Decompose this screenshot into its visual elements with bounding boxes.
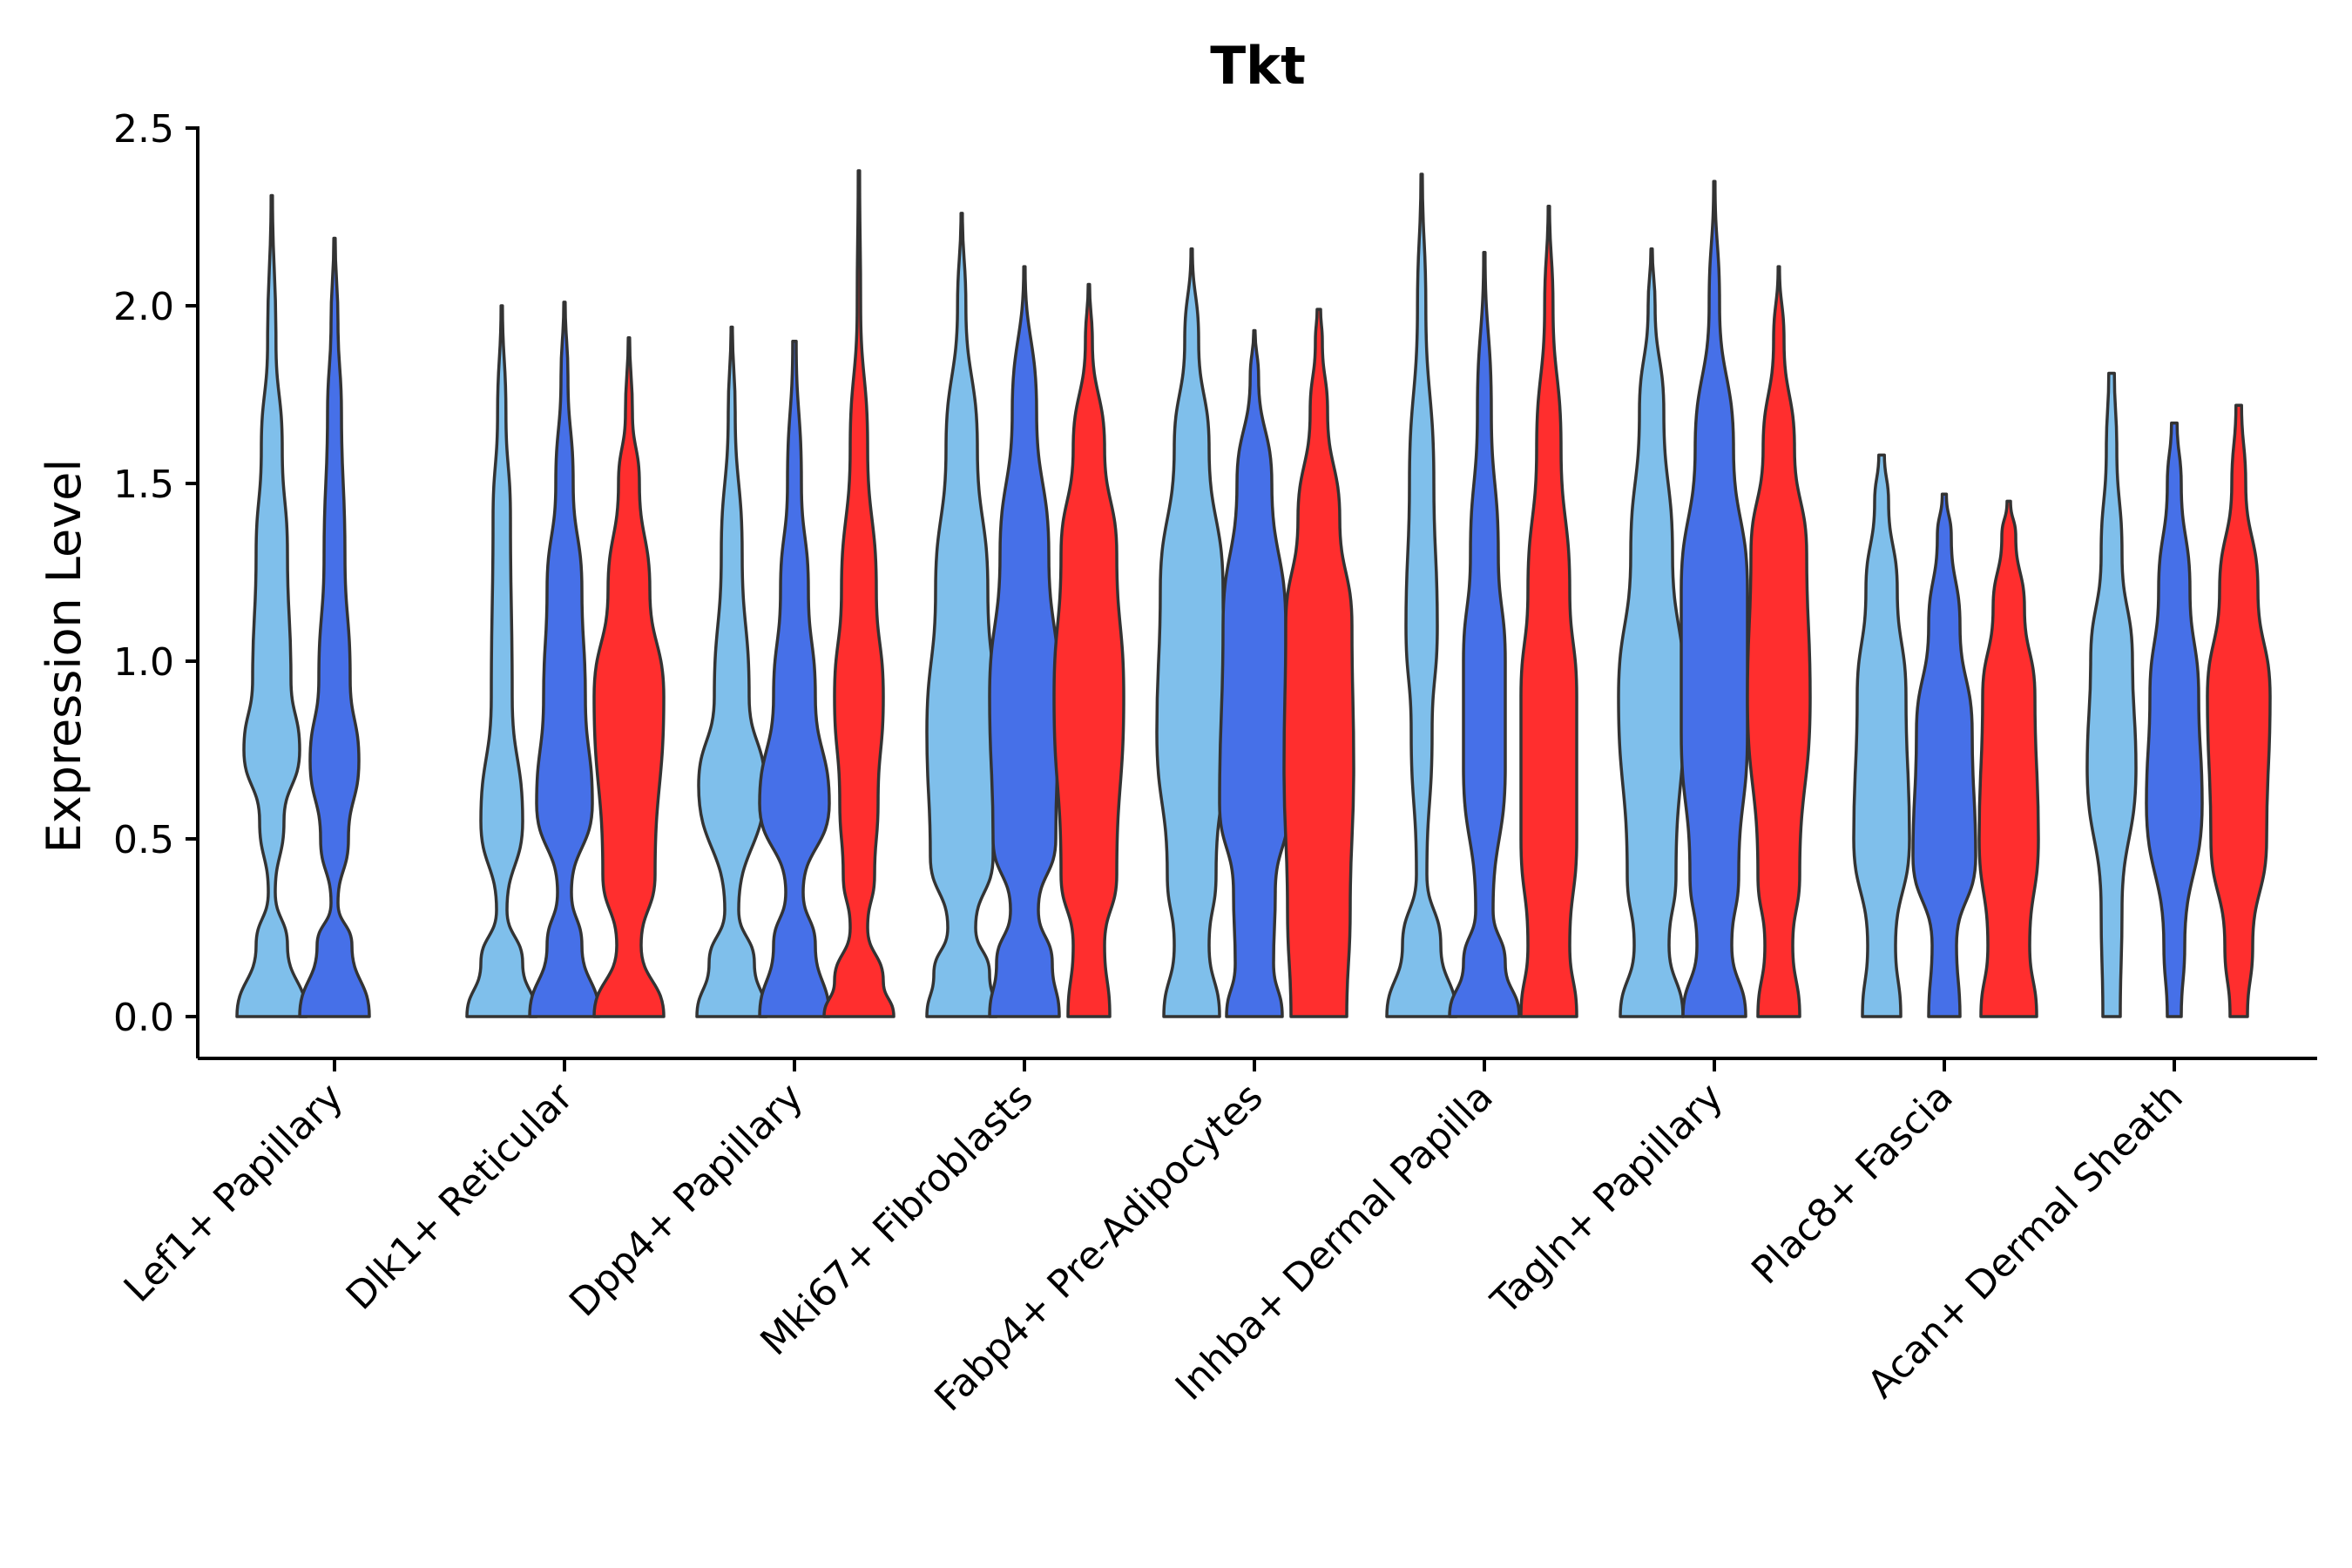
violin-5-2	[1519, 205, 1578, 1018]
violin-6-2	[1746, 265, 1812, 1018]
violin-1-2	[592, 335, 666, 1018]
violin-4-0	[1155, 247, 1228, 1018]
y-tick-label: 2.0	[113, 285, 174, 329]
y-tick-label: 2.5	[113, 107, 174, 152]
violin-group	[235, 169, 2272, 1018]
violin-5-0	[1385, 172, 1458, 1018]
y-tick-label: 1.5	[113, 463, 174, 507]
violin-8-1	[2145, 421, 2204, 1018]
violin-0-1	[298, 236, 371, 1018]
violin-2-0	[695, 325, 768, 1018]
violin-8-0	[2085, 371, 2138, 1018]
x-tick-label: Lef1+ Papillary	[116, 1075, 352, 1311]
chart-title: Tkt	[1210, 36, 1306, 97]
y-tick-label: 0.0	[113, 996, 174, 1040]
x-tick-label: Dpp4+ Papillary	[561, 1075, 812, 1326]
violin-7-0	[1852, 453, 1911, 1018]
violin-0-0	[235, 193, 308, 1018]
violin-2-2	[822, 169, 896, 1018]
y-axis-label: Expression Level	[37, 459, 91, 854]
violin-5-1	[1448, 251, 1521, 1018]
x-tick-label: Plac8+ Fascia	[1743, 1075, 1962, 1294]
violin-1-0	[465, 304, 538, 1018]
x-tick-label: Tagln+ Papillary	[1483, 1075, 1732, 1324]
violin-3-0	[925, 212, 998, 1018]
violin-8-2	[2206, 403, 2272, 1018]
violin-4-1	[1218, 328, 1291, 1018]
x-tick-label: Dlk1+ Reticular	[338, 1074, 583, 1319]
y-tick-label: 0.5	[113, 818, 174, 862]
violin-6-1	[1680, 179, 1749, 1018]
violin-3-1	[988, 265, 1061, 1018]
violin-7-2	[1977, 499, 2040, 1018]
violin-3-2	[1052, 282, 1125, 1018]
y-axis-ticks: 0.0 0.5 1.0 1.5 2.0 2.5	[113, 107, 198, 1040]
y-tick-label: 1.0	[113, 640, 174, 685]
violin-6-0	[1617, 247, 1686, 1018]
violin-1-1	[528, 301, 601, 1018]
violin-7-1	[1911, 492, 1977, 1018]
violin-4-2	[1282, 308, 1355, 1018]
violin-2-1	[758, 340, 831, 1018]
